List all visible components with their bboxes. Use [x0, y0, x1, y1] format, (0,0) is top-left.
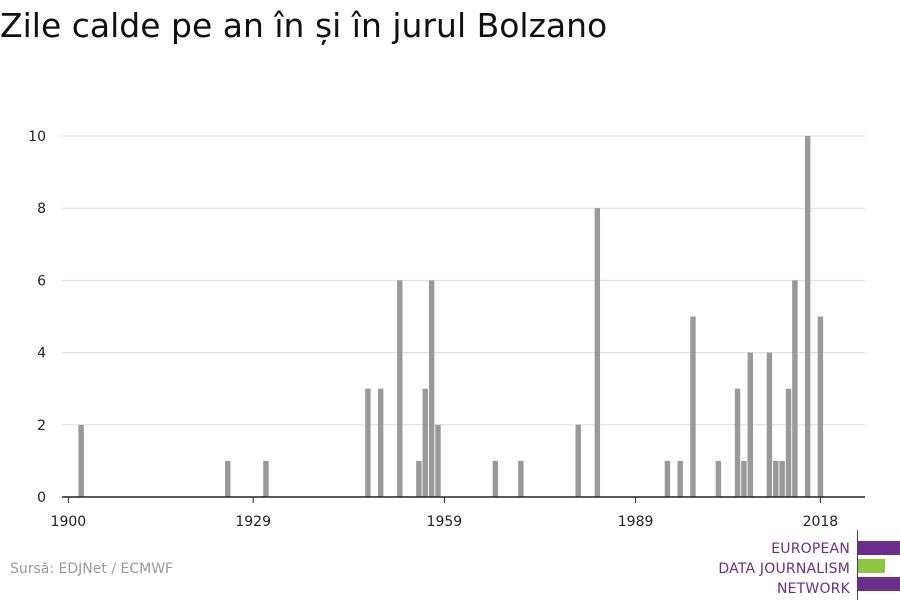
bar-1956 [422, 388, 428, 497]
y-tick-label: 4 [37, 346, 46, 362]
bar-2018 [817, 316, 824, 497]
bar-1967 [492, 460, 499, 497]
x-axis [62, 496, 865, 503]
bar-1998 [690, 316, 696, 497]
bar-1925 [224, 460, 231, 497]
bars [78, 136, 824, 497]
chart-title: Zile calde pe an în și în jurul Bolzano [0, 6, 608, 45]
gridlines [62, 135, 865, 426]
y-tick-label: 8 [37, 201, 46, 217]
bar-1952 [397, 280, 403, 497]
y-tick-label: 0 [37, 490, 46, 506]
bar-2012 [779, 460, 785, 497]
bar-2013 [785, 388, 792, 497]
logo-divider [857, 530, 858, 600]
bar-1947 [365, 388, 371, 497]
logo-line-3: NETWORK [776, 581, 850, 597]
bar-1931 [263, 460, 269, 497]
x-tick-label: 1959 [427, 514, 463, 530]
logo-bar-green [858, 559, 885, 573]
x-tick-label: 1900 [51, 514, 87, 530]
bar-2005 [734, 388, 741, 497]
bar-1955 [416, 460, 422, 497]
bar-1994 [664, 460, 671, 497]
bar-2016 [804, 136, 811, 497]
bar-1957 [428, 280, 435, 497]
bar-1958 [435, 424, 441, 497]
bar-1971 [518, 460, 524, 497]
bar-2006 [741, 460, 747, 497]
bar-2007 [747, 352, 753, 497]
logo-line-1: EUROPEAN [771, 541, 850, 557]
y-tick-label: 2 [37, 418, 46, 434]
edjnet-logo: EUROPEAN DATA JOURNALISM NETWORK [700, 530, 900, 600]
bar-2010 [766, 352, 773, 497]
y-tick-label: 10 [28, 129, 46, 145]
bar-1983 [594, 208, 601, 497]
bar-2011 [773, 460, 779, 497]
bar-1980 [575, 424, 581, 497]
x-axis-labels: 1900 1929 1959 1989 2018 [51, 514, 839, 530]
x-tick-label: 2018 [803, 514, 839, 530]
bar-1902 [78, 424, 84, 497]
bar-1996 [677, 460, 683, 497]
y-axis-labels: 0 2 4 6 8 10 [28, 129, 46, 506]
logo-line-2: DATA JOURNALISM [718, 561, 850, 577]
logo-bar-purple-bottom [858, 577, 900, 591]
bar-1949 [377, 388, 384, 497]
source-credit: Sursă: EDJNet / ECMWF [10, 561, 174, 577]
bar-2014 [792, 280, 798, 497]
logo-wordmark: EUROPEAN DATA JOURNALISM NETWORK [718, 539, 850, 599]
y-tick-label: 6 [37, 273, 46, 289]
x-tick-label: 1989 [618, 514, 654, 530]
bar-2002 [715, 460, 722, 497]
logo-bar-purple-top [858, 541, 900, 555]
x-tick-label: 1929 [235, 514, 271, 530]
